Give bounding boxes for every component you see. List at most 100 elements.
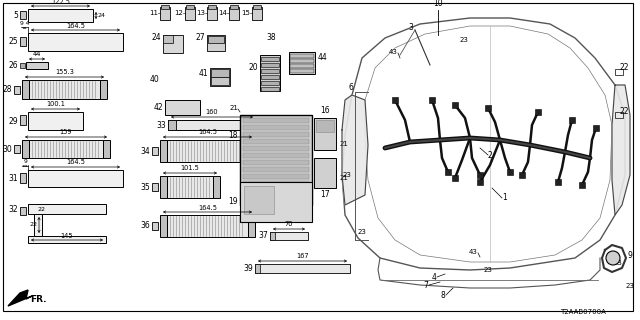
- Text: 8: 8: [440, 291, 445, 300]
- Text: 9: 9: [627, 251, 632, 260]
- Bar: [243, 153, 309, 158]
- Circle shape: [20, 13, 25, 17]
- Text: 20: 20: [248, 63, 258, 73]
- Circle shape: [152, 148, 157, 154]
- Bar: [243, 146, 309, 151]
- Circle shape: [464, 274, 472, 282]
- Text: 70: 70: [285, 221, 293, 228]
- Bar: [290, 69, 314, 73]
- Text: 10: 10: [433, 0, 443, 8]
- Bar: [555, 179, 561, 185]
- Text: 6: 6: [348, 84, 353, 92]
- Bar: [163, 35, 173, 43]
- Circle shape: [613, 67, 623, 77]
- Circle shape: [20, 209, 25, 213]
- Text: 16: 16: [320, 106, 330, 115]
- Text: 44: 44: [33, 52, 41, 58]
- Bar: [14, 145, 20, 153]
- Bar: [100, 80, 107, 99]
- Text: 36: 36: [140, 221, 150, 230]
- Bar: [429, 97, 435, 103]
- Text: 21: 21: [340, 141, 349, 147]
- Circle shape: [453, 39, 459, 45]
- Text: 101.5: 101.5: [180, 165, 200, 172]
- Bar: [477, 179, 483, 185]
- Circle shape: [350, 172, 356, 178]
- Bar: [579, 182, 585, 188]
- Text: 33: 33: [156, 121, 166, 130]
- Circle shape: [619, 285, 625, 291]
- Bar: [168, 120, 176, 130]
- Text: 2: 2: [488, 150, 493, 159]
- Text: 40: 40: [149, 76, 159, 84]
- Bar: [208, 36, 224, 43]
- Bar: [161, 5, 169, 9]
- Circle shape: [20, 175, 26, 180]
- Text: 22: 22: [620, 63, 630, 73]
- Text: 19: 19: [228, 197, 238, 206]
- Bar: [14, 85, 20, 93]
- Text: 24: 24: [152, 34, 161, 43]
- Circle shape: [152, 223, 157, 228]
- Text: 24: 24: [98, 13, 106, 18]
- Text: 27: 27: [195, 34, 205, 43]
- Text: 28: 28: [3, 85, 12, 94]
- Bar: [26, 62, 48, 69]
- Bar: [167, 215, 248, 237]
- Text: 164.5: 164.5: [198, 130, 217, 135]
- Circle shape: [477, 269, 483, 275]
- Text: 15: 15: [241, 10, 250, 16]
- Text: 4: 4: [431, 273, 436, 282]
- Circle shape: [335, 145, 342, 151]
- Text: 145: 145: [61, 233, 74, 238]
- Bar: [165, 100, 200, 115]
- Bar: [230, 5, 238, 9]
- Bar: [519, 172, 525, 178]
- Bar: [160, 215, 167, 237]
- Text: 25: 25: [8, 37, 18, 46]
- Polygon shape: [8, 290, 32, 306]
- Bar: [207, 35, 225, 51]
- Circle shape: [476, 253, 484, 261]
- Text: 164.5: 164.5: [66, 159, 85, 165]
- Bar: [569, 117, 575, 123]
- Text: T2AAB0700A: T2AAB0700A: [560, 309, 606, 315]
- Circle shape: [456, 266, 464, 274]
- Bar: [289, 52, 315, 74]
- Bar: [185, 7, 195, 20]
- Circle shape: [365, 232, 371, 238]
- Bar: [28, 112, 83, 130]
- Text: 160: 160: [205, 109, 218, 116]
- Text: 23: 23: [357, 229, 366, 235]
- Text: 22: 22: [620, 108, 630, 116]
- Text: 7: 7: [423, 281, 428, 290]
- Text: 11: 11: [149, 10, 158, 16]
- Bar: [253, 5, 261, 9]
- Bar: [535, 109, 541, 115]
- Text: 1: 1: [502, 194, 507, 203]
- Text: 21: 21: [340, 175, 349, 181]
- Text: 37: 37: [259, 231, 268, 241]
- Bar: [160, 7, 170, 20]
- Circle shape: [446, 274, 454, 282]
- Bar: [20, 37, 26, 46]
- Bar: [314, 118, 336, 150]
- Circle shape: [172, 77, 178, 83]
- Bar: [211, 69, 229, 77]
- Text: 44: 44: [318, 52, 328, 61]
- Circle shape: [15, 147, 19, 151]
- Text: 29: 29: [8, 116, 18, 125]
- Bar: [243, 174, 309, 179]
- Bar: [243, 132, 309, 137]
- Bar: [445, 169, 451, 175]
- Text: 13: 13: [196, 10, 205, 16]
- Bar: [210, 68, 230, 86]
- Circle shape: [152, 185, 157, 189]
- Circle shape: [607, 262, 613, 268]
- Text: 100.1: 100.1: [46, 101, 65, 108]
- Bar: [163, 35, 183, 53]
- Bar: [243, 160, 309, 165]
- Text: 23: 23: [614, 260, 623, 266]
- Text: 30: 30: [3, 145, 12, 154]
- Bar: [485, 105, 491, 111]
